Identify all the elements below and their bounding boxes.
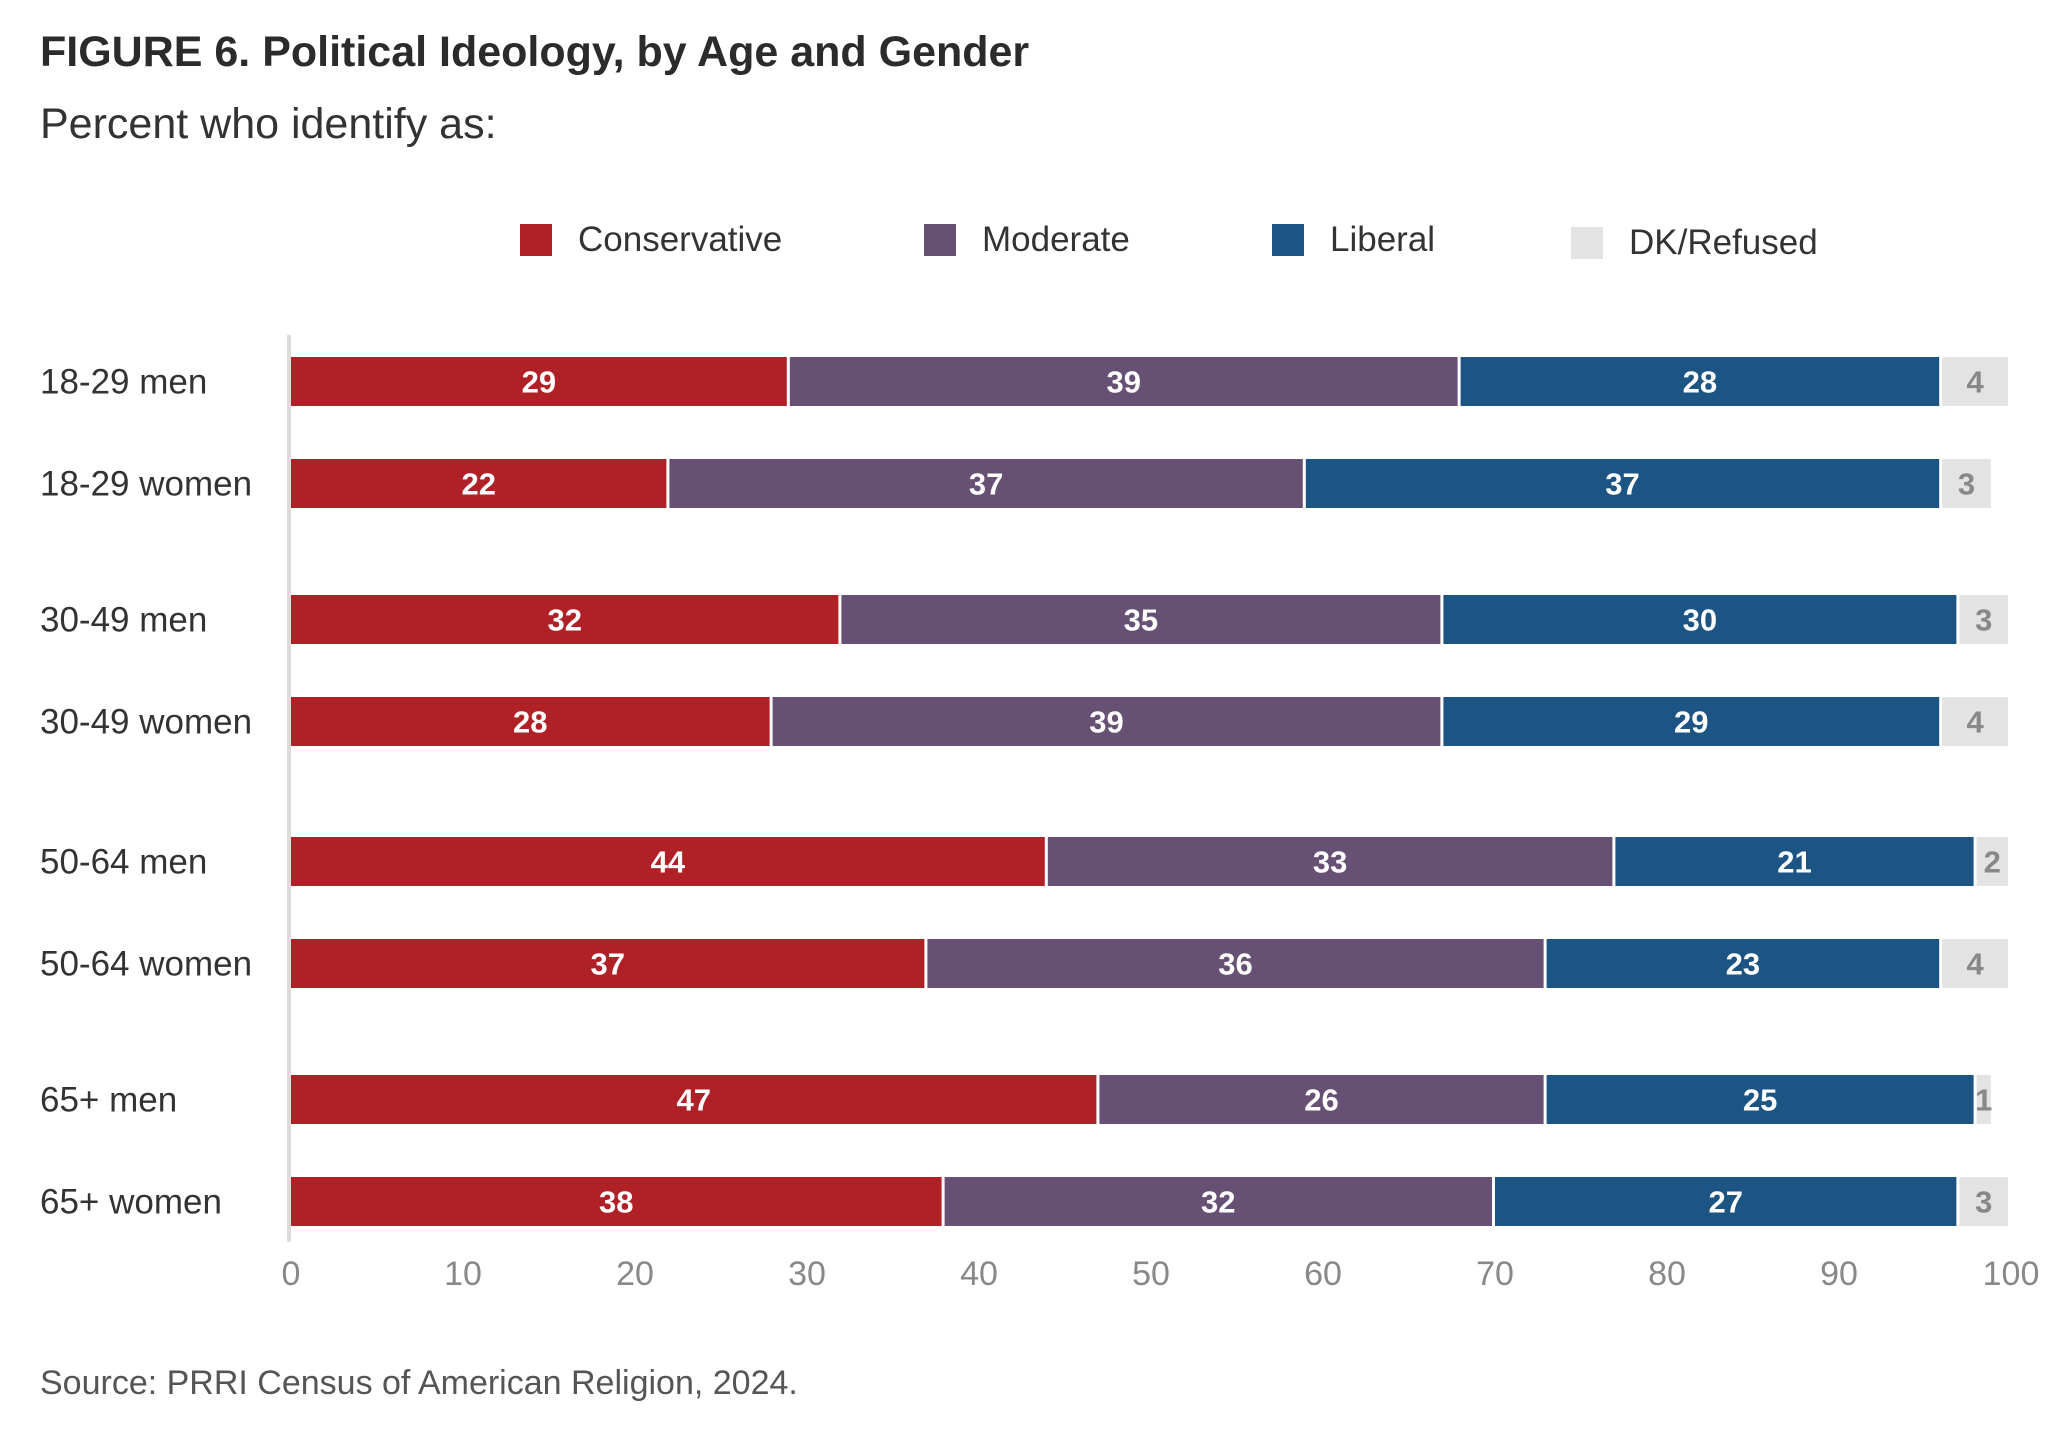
legend-label: DK/Refused: [1629, 223, 1818, 262]
legend-swatch: [1272, 224, 1304, 256]
x-tick-label: 100: [1983, 1255, 2040, 1293]
legend-item-liberal: Liberal: [1272, 220, 1435, 260]
category-label: 30-49 men: [40, 601, 207, 640]
x-tick-label: 30: [788, 1255, 826, 1293]
data-label: 28: [513, 705, 547, 740]
legend-swatch: [520, 224, 552, 256]
legend-label: Moderate: [982, 220, 1130, 259]
data-label: 22: [461, 467, 495, 502]
bar-moderate: [1099, 1075, 1544, 1124]
data-label: 37: [969, 467, 1003, 502]
data-label: 33: [1313, 845, 1347, 880]
x-tick-label: 0: [282, 1255, 301, 1293]
data-label: 4: [1966, 365, 1984, 400]
bar-conservative: [291, 595, 839, 644]
bar-liberal: [1443, 697, 1940, 746]
legend-label: Liberal: [1330, 220, 1436, 259]
category-label: 18-29 women: [40, 465, 252, 504]
category-label: 50-64 men: [40, 843, 207, 882]
bar-liberal: [1460, 357, 1940, 406]
bar-dk-refused: [1942, 697, 2008, 746]
bar-moderate: [789, 357, 1458, 406]
bar-moderate: [1047, 837, 1613, 886]
data-label: 27: [1708, 1185, 1742, 1220]
legend-swatch: [924, 224, 956, 256]
category-label: 18-29 men: [40, 363, 207, 402]
x-tick-label: 50: [1132, 1255, 1170, 1293]
bar-dk-refused: [1942, 939, 2008, 988]
category-label: 65+ men: [40, 1081, 177, 1120]
data-label: 4: [1966, 705, 1984, 740]
x-tick-label: 20: [616, 1255, 654, 1293]
legend-item-conservative: Conservative: [520, 220, 782, 260]
category-label: 65+ women: [40, 1183, 222, 1222]
bar-conservative: [291, 1177, 942, 1226]
bar-conservative: [291, 939, 925, 988]
data-label: 35: [1124, 603, 1158, 638]
bar-liberal: [1495, 1177, 1957, 1226]
bar-moderate: [927, 939, 1544, 988]
chart-plot: 18-29 men 29 39 28 4 18-29 women 22 37 37 3 30-49 …: [40, 335, 2040, 1293]
legend-swatch: [1571, 227, 1603, 259]
data-label: 39: [1106, 365, 1140, 400]
bar-moderate: [669, 459, 1303, 508]
data-label: 36: [1218, 947, 1252, 982]
bar-conservative: [291, 697, 770, 746]
x-tick-label: 70: [1476, 1255, 1514, 1293]
data-label: 25: [1743, 1083, 1777, 1118]
bar-dk-refused: [1959, 1177, 2008, 1226]
data-label: 47: [676, 1083, 710, 1118]
source-note: Source: PRRI Census of American Religion…: [40, 1364, 798, 1402]
chart-title: FIGURE 6. Political Ideology, by Age and…: [40, 28, 1030, 76]
bar-conservative: [291, 837, 1045, 886]
bar-dk-refused: [1942, 357, 2008, 406]
legend-label: Conservative: [578, 220, 783, 259]
bar-dk-refused: [1976, 837, 2008, 886]
data-label: 37: [1605, 467, 1639, 502]
data-label: 3: [1975, 603, 1992, 638]
data-label: 38: [599, 1185, 633, 1220]
data-label: 1: [1975, 1083, 1992, 1118]
x-tick-label: 90: [1820, 1255, 1858, 1293]
x-tick-label: 40: [960, 1255, 998, 1293]
legend-item-moderate: Moderate: [924, 220, 1130, 260]
data-label: 32: [1201, 1185, 1235, 1220]
bar-liberal: [1546, 939, 1940, 988]
bar-liberal: [1546, 1075, 1974, 1124]
bar-liberal: [1443, 595, 1957, 644]
data-label: 2: [1984, 845, 2001, 880]
data-label: 29: [522, 365, 556, 400]
x-tick-label: 10: [444, 1255, 482, 1293]
data-label: 44: [651, 845, 686, 880]
category-label: 50-64 women: [40, 945, 252, 984]
bar-conservative: [291, 357, 787, 406]
data-label: 32: [547, 603, 581, 638]
bar-liberal: [1615, 837, 1974, 886]
data-label: 29: [1674, 705, 1708, 740]
data-label: 37: [590, 947, 624, 982]
bar-conservative: [291, 459, 667, 508]
bar-dk-refused: [1976, 1075, 1991, 1124]
chart-subtitle: Percent who identify as:: [40, 100, 497, 148]
category-label: 30-49 women: [40, 703, 252, 742]
data-label: 28: [1683, 365, 1717, 400]
bar-liberal: [1305, 459, 1940, 508]
bar-dk-refused: [1959, 595, 2008, 644]
bar-moderate: [944, 1177, 1492, 1226]
legend-item-dk-refused: DK/Refused: [1571, 223, 1818, 263]
x-tick-label: 60: [1304, 1255, 1342, 1293]
data-label: 30: [1683, 603, 1717, 638]
data-label: 39: [1089, 705, 1123, 740]
data-label: 3: [1958, 467, 1975, 502]
bar-moderate: [841, 595, 1441, 644]
data-label: 23: [1726, 947, 1760, 982]
data-label: 26: [1304, 1083, 1338, 1118]
data-label: 3: [1975, 1185, 1992, 1220]
x-tick-label: 80: [1648, 1255, 1686, 1293]
bar-dk-refused: [1942, 459, 1991, 508]
data-label: 21: [1777, 845, 1811, 880]
bar-conservative: [291, 1075, 1097, 1124]
bar-moderate: [772, 697, 1441, 746]
data-label: 4: [1966, 947, 1984, 982]
